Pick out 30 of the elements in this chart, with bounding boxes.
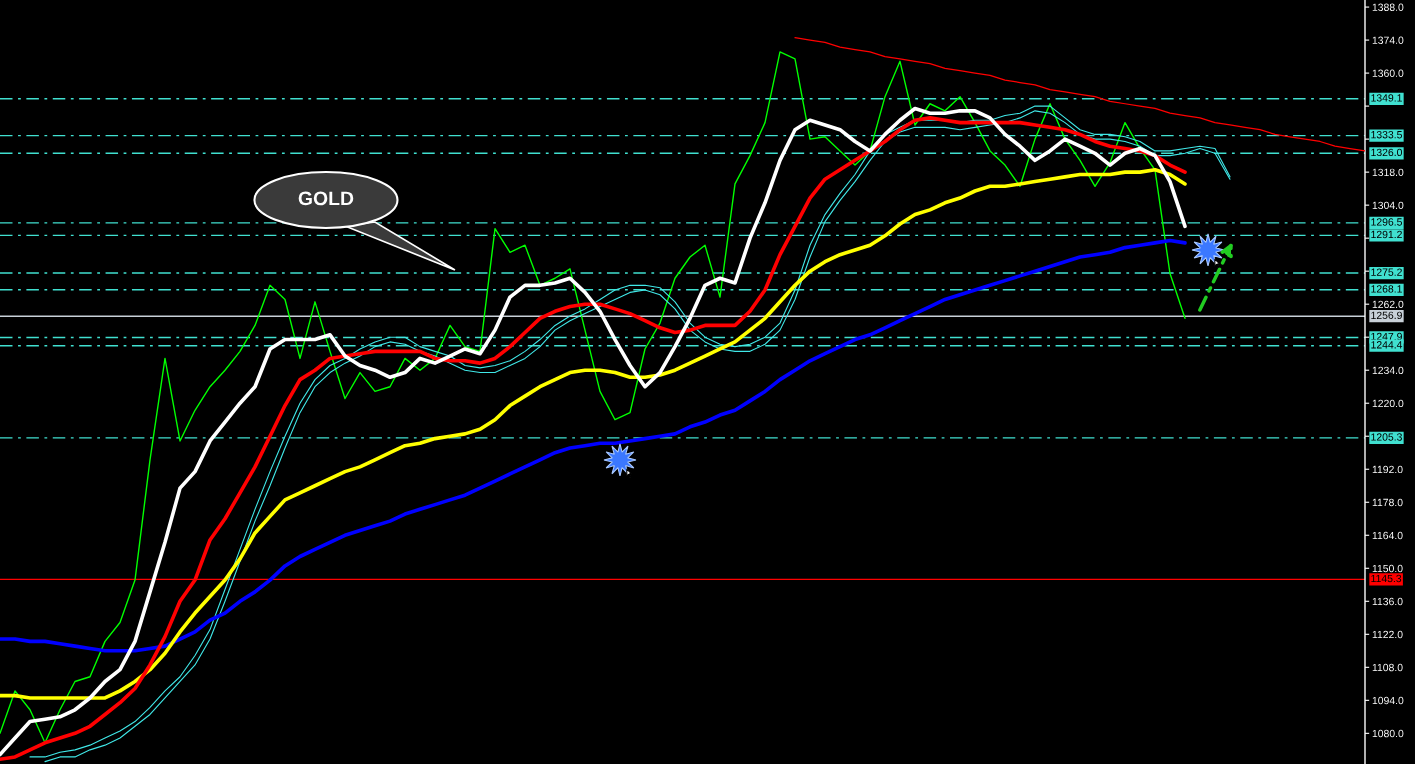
y-tick-label: 1318.0 — [1372, 168, 1404, 177]
ref-line-label: 1349.1 — [1371, 94, 1402, 102]
ref-line-label: 1275.2 — [1371, 268, 1402, 276]
ref-line-label: 1333.5 — [1371, 131, 1402, 139]
y-tick-label: 1136.0 — [1372, 597, 1403, 606]
ref-line-label: 1256.9 — [1371, 311, 1402, 320]
y-tick-label: 1388.0 — [1372, 3, 1404, 11]
ref-line-label: 1326.0 — [1371, 148, 1403, 157]
ref-line-label: 1268.1 — [1371, 285, 1402, 293]
y-tick-label: 1220.0 — [1372, 399, 1404, 408]
y-tick-label: 1164.0 — [1372, 531, 1403, 540]
y-tick-label: 1374.0 — [1372, 36, 1404, 44]
y-tick-label: 1360.0 — [1372, 69, 1404, 77]
y-tick-label: 1178.0 — [1372, 498, 1403, 507]
ref-line-label: 1205.3 — [1371, 433, 1402, 441]
y-tick-label: 1192.0 — [1372, 465, 1403, 474]
y-tick-label: 1304.0 — [1372, 201, 1404, 210]
y-tick-label: 1094.0 — [1372, 696, 1404, 705]
y-tick-label: 1122.0 — [1372, 630, 1403, 639]
ref-line-label: 1296.5 — [1371, 218, 1402, 226]
ref-line-label: 1291.2 — [1371, 230, 1402, 239]
y-tick-label: 1234.0 — [1372, 366, 1404, 375]
y-tick-label: 1108.0 — [1372, 663, 1403, 672]
y-tick-label: 1262.0 — [1372, 300, 1404, 309]
ref-line-label: 1145.3 — [1371, 574, 1402, 583]
annotation: GOLD — [298, 191, 354, 206]
y-tick-label: 1080.0 — [1372, 729, 1404, 738]
y-tick-label: 1150.0 — [1372, 564, 1403, 573]
ref-line-label: 1247.9 — [1371, 332, 1402, 341]
ref-line-label: 1244.4 — [1371, 341, 1403, 349]
